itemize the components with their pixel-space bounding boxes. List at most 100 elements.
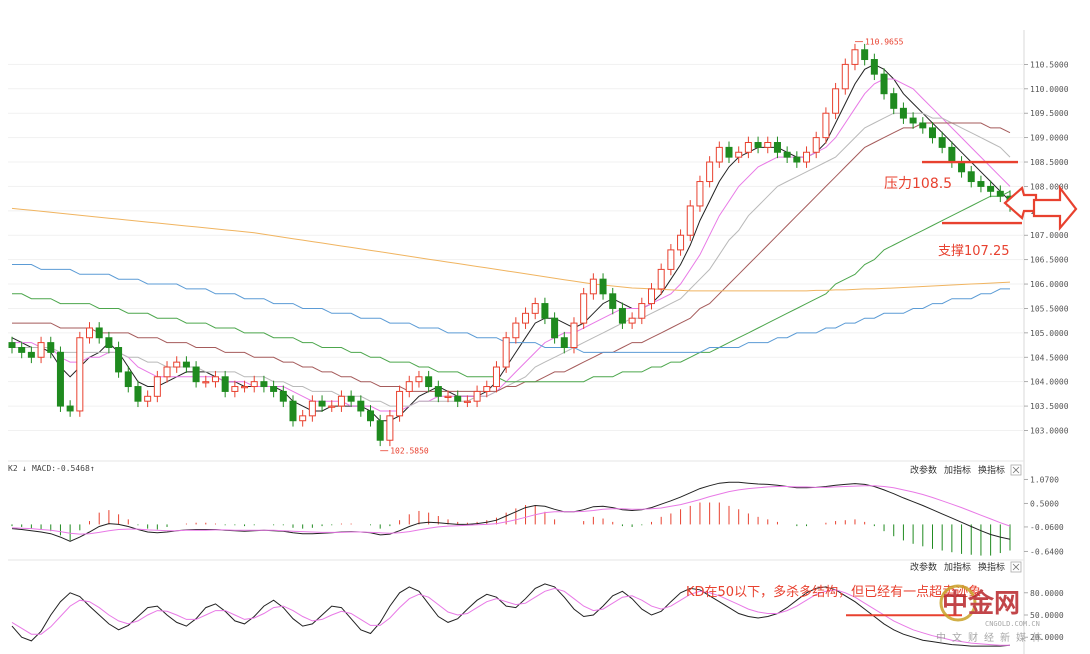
kd-axis: 80.0000 50.0000 20.0000 <box>1024 589 1064 642</box>
candle-body <box>899 107 907 119</box>
candle-body <box>822 112 830 139</box>
candle-body <box>163 366 171 378</box>
candle-body <box>279 390 287 402</box>
candle-body <box>909 117 917 124</box>
macd-header: MACD:-0.5468 <box>32 464 90 473</box>
macd-lines <box>11 481 1011 542</box>
moving-average-line <box>12 122 1011 392</box>
kd-close-icon[interactable] <box>1010 561 1022 573</box>
candle-body <box>347 395 355 402</box>
candle-body <box>522 312 530 324</box>
candlesticks <box>8 43 1014 447</box>
candle-body <box>928 127 936 139</box>
candle-body <box>987 185 995 192</box>
candle-body <box>880 73 888 95</box>
kd-d-line <box>11 587 1010 646</box>
candle-body <box>773 142 781 153</box>
tick-label: 0.5000 <box>1030 499 1059 508</box>
candle-body <box>696 181 704 207</box>
kd-k-line <box>11 583 1011 647</box>
candle-body <box>260 381 268 388</box>
candle-body <box>386 415 394 441</box>
candle-body <box>735 151 743 158</box>
candle-body <box>686 205 694 236</box>
candle-body <box>677 234 685 251</box>
candle-body <box>541 303 549 319</box>
low-label: 102.5850 <box>390 447 429 456</box>
candle-body <box>299 415 307 422</box>
tick-label: 80.0000 <box>1030 589 1064 598</box>
tick-label: 103.0000 <box>1030 426 1069 435</box>
macd-edit-params-button[interactable]: 改参数 <box>910 464 937 476</box>
candle-body <box>657 268 665 290</box>
macd-header-prefix: K2 <box>8 464 18 473</box>
candle-body <box>589 278 597 295</box>
candle-body <box>609 293 617 309</box>
high-label: 110.9655 <box>865 38 904 47</box>
candle-body <box>27 351 35 358</box>
moving-average-line <box>12 264 1010 353</box>
candle-body <box>948 146 956 163</box>
candle-body <box>551 317 559 339</box>
macd-dea-line <box>11 485 1011 535</box>
candle-body <box>599 278 607 295</box>
candle-body <box>958 161 966 173</box>
candle-body <box>570 322 578 349</box>
candle-body <box>919 122 927 129</box>
macd-add-indicator-button[interactable]: 加指标 <box>944 464 971 476</box>
tick-label: -0.6400 <box>1030 547 1064 556</box>
candle-body <box>425 376 433 388</box>
kd-edit-params-button[interactable]: 改参数 <box>910 561 937 573</box>
tick-label: 105.5000 <box>1030 304 1069 313</box>
tick-label: 106.5000 <box>1030 256 1069 265</box>
moving-average-line <box>12 78 1011 412</box>
candle-body <box>328 405 336 408</box>
tick-label: 107.0000 <box>1030 231 1069 240</box>
candle-body <box>764 142 772 148</box>
kd-lines <box>11 583 1011 647</box>
logo-subtitle: 中文财经新媒体 <box>936 631 1048 644</box>
tick-label: 104.5000 <box>1030 353 1069 362</box>
tick-label: 109.0000 <box>1030 134 1069 143</box>
candle-body <box>512 322 520 339</box>
candle-body <box>580 293 588 324</box>
candle-body <box>706 161 714 183</box>
candle-body <box>531 303 539 314</box>
logo-brand: 中金网 <box>942 588 1020 619</box>
candle-body <box>667 249 675 270</box>
moving-averages <box>11 63 1011 422</box>
tick-label: 108.5000 <box>1030 158 1069 167</box>
candle-body <box>308 400 316 417</box>
candle-body <box>153 376 161 397</box>
high-marker: 110.9655 <box>854 38 904 47</box>
candle-body <box>618 307 626 324</box>
candle-body <box>754 142 762 148</box>
candle-body <box>192 366 200 383</box>
candle-body <box>18 347 26 353</box>
candle-body <box>8 342 16 349</box>
kd-switch-indicator-button[interactable]: 换指标 <box>978 561 1005 573</box>
macd-switch-indicator-button[interactable]: 换指标 <box>978 464 1005 476</box>
candle-body <box>560 337 568 349</box>
tick-label: 103.5000 <box>1030 402 1069 411</box>
candle-body <box>115 347 123 373</box>
tick-label: 104.0000 <box>1030 378 1069 387</box>
candle-body <box>463 400 471 403</box>
tick-label: 105.0000 <box>1030 329 1069 338</box>
price-axis: 110.5000 110.0000 109.5000 109.0000 108.5000… <box>1024 60 1069 435</box>
kd-add-indicator-button[interactable]: 加指标 <box>944 561 971 573</box>
kd-annotation: KD在50以下，多杀多结构，但已经有一点超卖迹象 <box>686 584 981 600</box>
moving-average-line <box>11 63 1011 422</box>
tick-label: -0.0600 <box>1030 523 1064 532</box>
candle-body <box>744 142 752 153</box>
tick-label: 108.0000 <box>1030 182 1069 191</box>
support-label: 支撑107.25 <box>938 244 1010 259</box>
tick-label: 109.5000 <box>1030 109 1069 118</box>
resistance-label: 压力108.5 <box>884 176 952 192</box>
macd-close-icon[interactable] <box>1010 464 1022 476</box>
candle-body <box>182 361 190 368</box>
candle-body <box>783 151 791 158</box>
candle-body <box>250 381 258 388</box>
candle-body <box>47 342 55 353</box>
